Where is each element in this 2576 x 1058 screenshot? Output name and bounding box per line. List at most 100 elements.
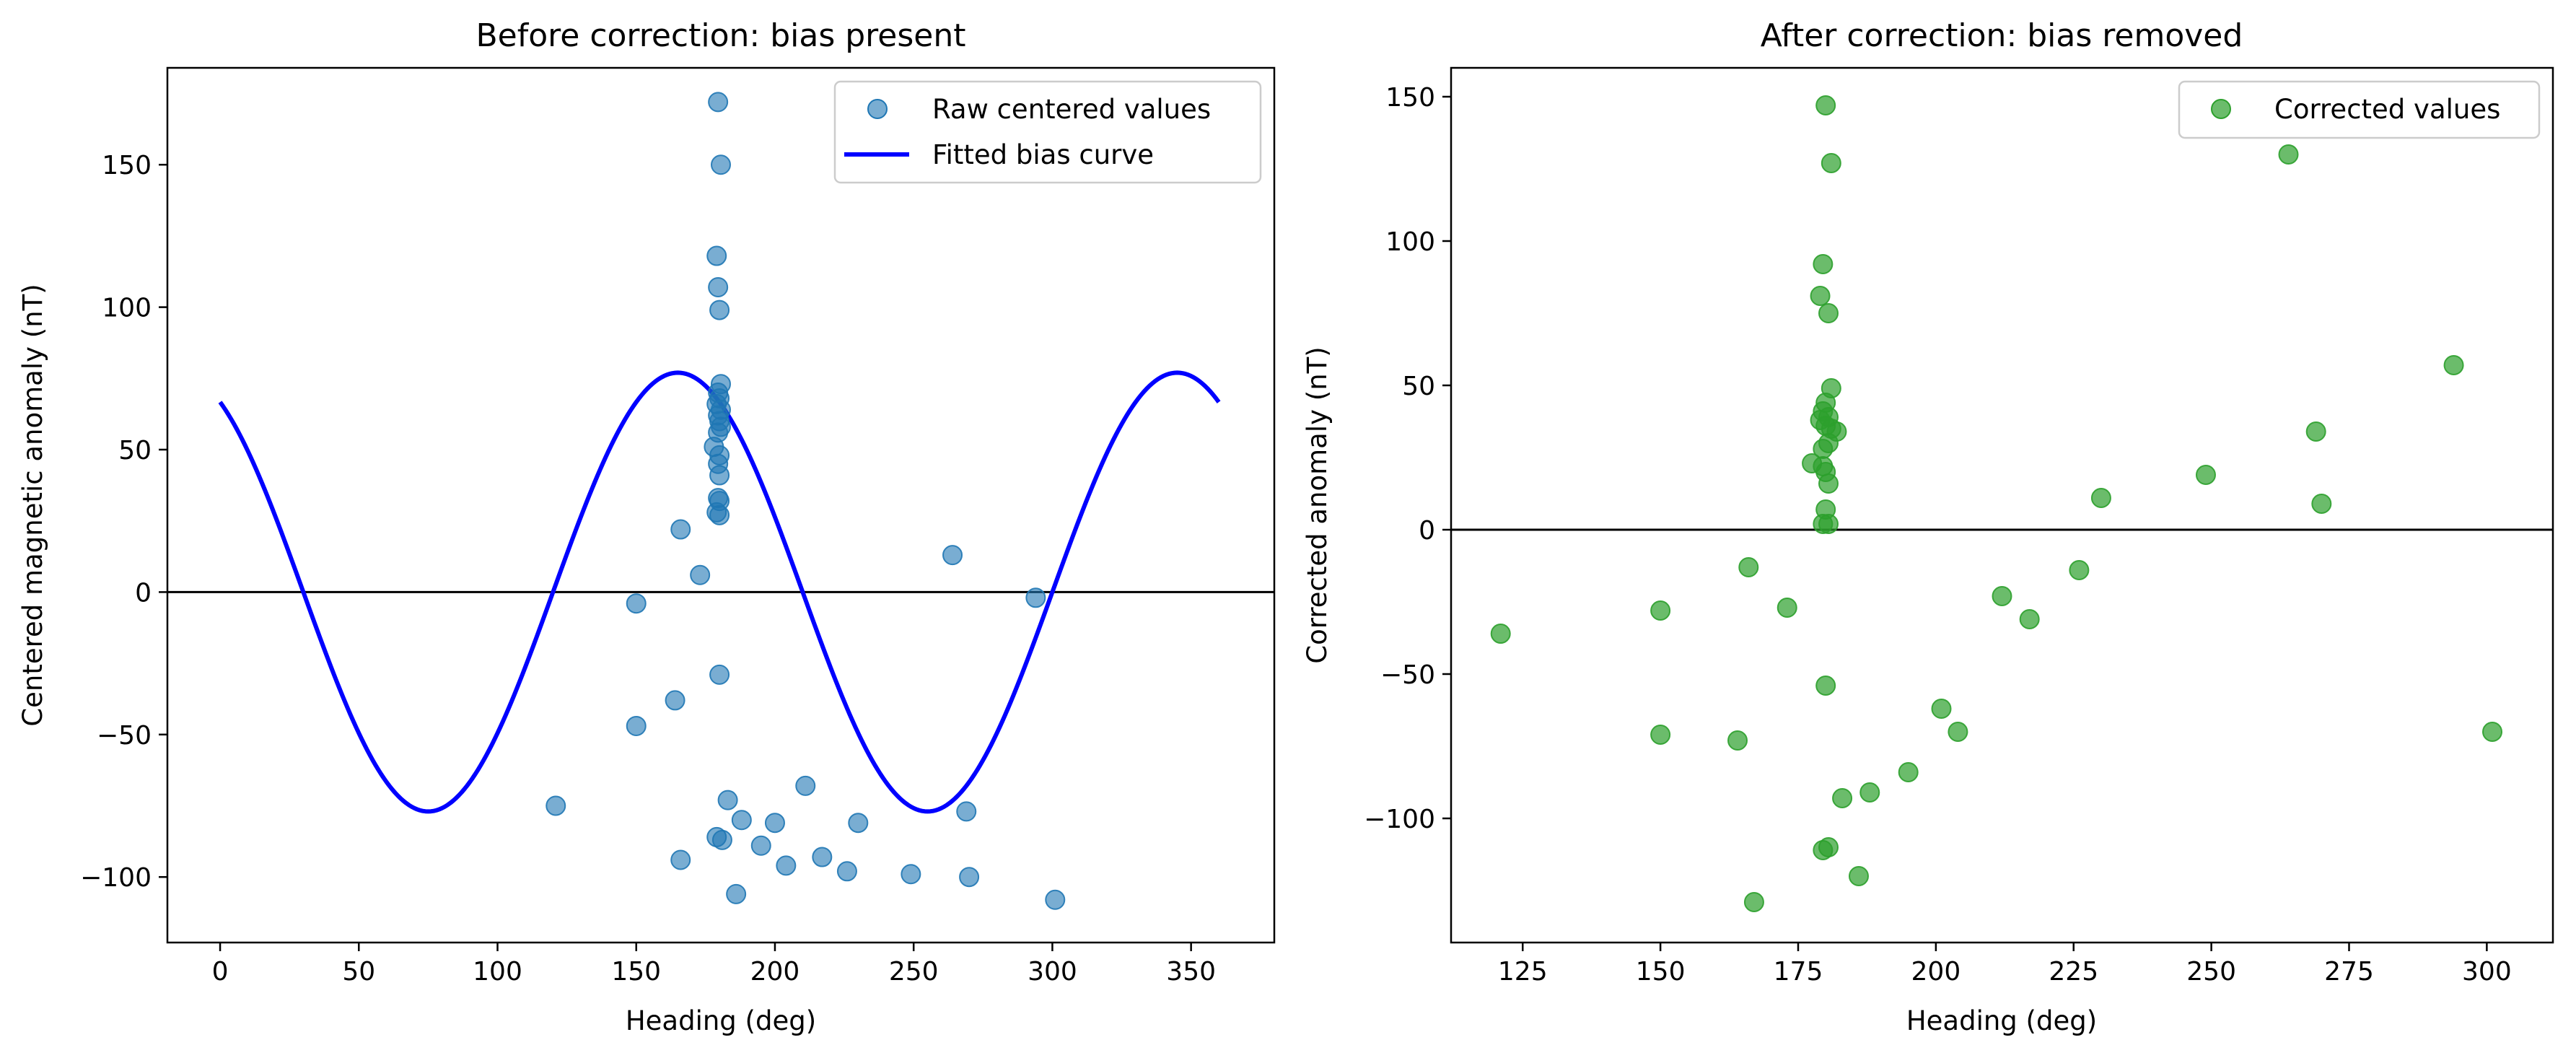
scatter-point bbox=[1859, 782, 1880, 803]
scatter-point bbox=[1777, 598, 1797, 618]
scatter-point bbox=[2195, 465, 2216, 485]
scatter-point bbox=[726, 883, 747, 904]
scatter-point bbox=[709, 504, 730, 525]
scatter-point bbox=[546, 795, 566, 816]
legend-box bbox=[2178, 80, 2541, 139]
scatter-point bbox=[708, 92, 729, 113]
x-tick-label: 200 bbox=[750, 957, 800, 987]
legend-box bbox=[833, 80, 1262, 184]
y-tick-label: 50 bbox=[118, 436, 152, 465]
x-axis-label: Heading (deg) bbox=[626, 1005, 816, 1036]
x-tick-label: 50 bbox=[342, 957, 375, 987]
x-axis-label: Heading (deg) bbox=[1906, 1005, 2097, 1036]
x-tick-label: 100 bbox=[473, 957, 522, 987]
y-tick-label: −50 bbox=[1380, 660, 1435, 690]
scatter-point bbox=[776, 855, 797, 876]
y-axis-label: Centered magnetic anomaly (nT) bbox=[17, 284, 48, 726]
y-axis: −100 −50 0 50 100 150 bbox=[80, 151, 167, 893]
y-tick-label: 0 bbox=[135, 578, 152, 608]
scatter-point bbox=[1813, 254, 1834, 274]
scatter-point bbox=[1727, 730, 1748, 751]
y-axis: −100 −50 0 50 100 150 bbox=[1364, 83, 1451, 834]
scatter-point bbox=[1898, 762, 1919, 782]
scatter-point bbox=[670, 849, 691, 870]
x-tick-label: 150 bbox=[1636, 957, 1686, 987]
scatter-point bbox=[1931, 699, 1952, 719]
scatter-point bbox=[848, 813, 869, 834]
x-axis: 125 150 175 200 225 250 275 300 bbox=[1498, 943, 2512, 987]
scatter-point bbox=[2069, 560, 2090, 580]
scatter-point bbox=[665, 690, 685, 711]
scatter-point bbox=[1650, 725, 1671, 745]
y-tick-label: 100 bbox=[102, 294, 152, 323]
legend: Raw centered values Fitted bias curve bbox=[833, 80, 1262, 184]
scatter-point bbox=[708, 276, 729, 297]
scatter-point bbox=[711, 829, 732, 850]
y-tick-label: −100 bbox=[1364, 805, 1435, 834]
plot-frame bbox=[1450, 66, 2554, 944]
scatter-point bbox=[1848, 866, 1869, 886]
scatter-point bbox=[764, 813, 785, 834]
scatter-point bbox=[626, 593, 647, 614]
legend: Corrected values bbox=[2178, 80, 2541, 139]
scatter-point bbox=[2090, 488, 2111, 508]
chart-title: After correction: bias removed bbox=[1761, 17, 2243, 54]
plot-before-correction: Before correction: bias present 0 50 100 15… bbox=[17, 17, 1276, 1036]
x-tick-label: 300 bbox=[1028, 957, 1077, 987]
x-tick-label: 0 bbox=[212, 957, 229, 987]
x-tick-label: 225 bbox=[2049, 957, 2098, 987]
scatter-point bbox=[626, 715, 647, 736]
x-tick-label: 300 bbox=[2462, 957, 2512, 987]
scatter-point bbox=[706, 245, 727, 266]
y-tick-label: 150 bbox=[102, 151, 152, 180]
scatter-point bbox=[717, 790, 738, 810]
x-tick-label: 175 bbox=[1774, 957, 1823, 987]
scatter-point bbox=[2311, 494, 2332, 514]
scatter-point bbox=[711, 154, 731, 175]
y-tick-label: −100 bbox=[80, 863, 152, 893]
legend-marker-raw-centered-values bbox=[867, 99, 888, 119]
scatter-point bbox=[942, 545, 963, 566]
scatter-point bbox=[1810, 286, 1831, 306]
scatter-point bbox=[709, 465, 730, 486]
marks bbox=[1451, 95, 2553, 912]
marks bbox=[167, 92, 1274, 910]
scatter-point bbox=[1818, 303, 1839, 323]
scatter-point bbox=[2482, 722, 2503, 742]
scatter-point bbox=[1490, 624, 1511, 644]
legend-label-raw-centered-values: Raw centered values bbox=[932, 94, 1211, 125]
scatter-point bbox=[2278, 144, 2299, 165]
scatter-point bbox=[1818, 473, 1839, 494]
legend-marker-corrected-values bbox=[2211, 99, 2231, 119]
scatter-point bbox=[1650, 600, 1671, 621]
scatter-point bbox=[1992, 586, 2012, 606]
scatter-point bbox=[1948, 722, 1968, 742]
scatter-point bbox=[2305, 421, 2326, 442]
y-axis-label: Corrected anomaly (nT) bbox=[1302, 346, 1333, 663]
y-tick-label: −50 bbox=[97, 721, 152, 751]
scatter-point bbox=[709, 300, 730, 320]
y-tick-label: 0 bbox=[1419, 516, 1435, 546]
plot-after-correction: After correction: bias removed 125 150 175… bbox=[1302, 17, 2554, 1036]
x-axis: 0 50 100 150 200 250 300 350 bbox=[212, 943, 1216, 987]
scatter-point bbox=[956, 801, 977, 822]
y-tick-label: 100 bbox=[1385, 227, 1435, 257]
x-tick-label: 250 bbox=[2186, 957, 2236, 987]
x-tick-label: 200 bbox=[1911, 957, 1961, 987]
scatter-point bbox=[2443, 355, 2464, 375]
scatter-point bbox=[731, 810, 752, 831]
scatter-point bbox=[670, 519, 691, 540]
legend-label-corrected-values: Corrected values bbox=[2274, 94, 2500, 125]
scatter-point bbox=[1815, 676, 1836, 696]
scatter-point bbox=[795, 775, 816, 796]
scatter-point bbox=[1818, 514, 1839, 534]
scatter-point bbox=[1813, 840, 1834, 860]
scatter-point bbox=[690, 564, 711, 585]
x-tick-label: 150 bbox=[611, 957, 661, 987]
scatter-point bbox=[1815, 95, 1836, 115]
scatter-point bbox=[709, 664, 730, 685]
scatter-point bbox=[959, 867, 980, 888]
scatter-point bbox=[1743, 892, 1764, 912]
x-tick-label: 350 bbox=[1166, 957, 1216, 987]
